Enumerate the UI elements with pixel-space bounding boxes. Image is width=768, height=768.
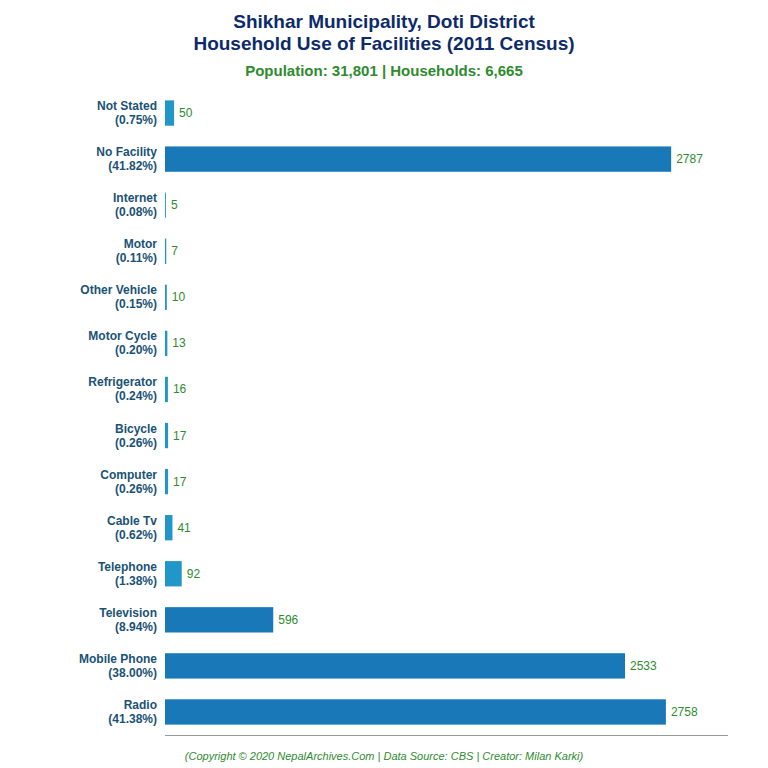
category-label-line: (0.62%): [115, 528, 157, 542]
category-label-line: (0.20%): [115, 343, 157, 357]
bar: [165, 653, 625, 678]
category-label-line: Not Stated: [97, 99, 157, 113]
data-label: 2758: [671, 705, 698, 719]
category-label: Television(8.94%): [99, 606, 157, 634]
category-label-line: Motor: [124, 237, 158, 251]
category-label-line: (0.11%): [116, 251, 157, 265]
data-label: 596: [278, 613, 298, 627]
category-label-line: (41.82%): [108, 159, 157, 173]
bar: [165, 423, 168, 448]
bar: [165, 331, 167, 356]
data-label: 50: [179, 106, 193, 120]
category-label-line: Television: [99, 606, 157, 620]
category-label-line: (8.94%): [115, 620, 157, 634]
subtitle: Population: 31,801 | Households: 6,665: [245, 62, 523, 79]
data-label: 5: [171, 198, 178, 212]
category-label-line: (0.75%): [115, 113, 157, 127]
bar: [165, 469, 168, 494]
category-label-line: No Facility: [96, 145, 157, 159]
bar: [165, 100, 174, 125]
bar: [165, 607, 273, 632]
category-label: Computer(0.26%): [100, 468, 157, 496]
data-label: 17: [173, 475, 187, 489]
category-label: Radio(41.38%): [108, 698, 157, 726]
category-label-line: Telephone: [98, 560, 157, 574]
bar: [165, 561, 182, 586]
category-label-line: Computer: [100, 468, 157, 482]
title-line: Shikhar Municipality, Doti District: [233, 11, 535, 32]
footer: (Copyright © 2020 NepalArchives.Com | Da…: [185, 750, 584, 762]
category-label: Telephone(1.38%): [98, 560, 157, 588]
labels: 2758 Radio(41.38%) 2533 Mobile Phone(38.00%…: [79, 99, 703, 726]
category-label-line: (0.24%): [115, 389, 157, 403]
category-label-line: (41.38%): [108, 712, 157, 726]
data-label: 16: [173, 382, 187, 396]
x-axis-line: [165, 735, 728, 736]
data-label: 7: [171, 244, 178, 258]
bar: [165, 285, 167, 310]
data-label: 13: [172, 336, 186, 350]
data-label: 41: [177, 521, 191, 535]
data-label: 2787: [676, 152, 703, 166]
bars: [165, 100, 671, 724]
category-label: Mobile Phone(38.00%): [79, 652, 157, 680]
category-label-line: Bicycle: [115, 422, 157, 436]
data-label: 2533: [630, 659, 657, 673]
category-label-line: (0.26%): [115, 482, 157, 496]
category-label: Other Vehicle(0.15%): [80, 283, 157, 311]
bar: [165, 515, 172, 540]
category-label-line: (1.38%): [115, 574, 157, 588]
category-label-line: Mobile Phone: [79, 652, 157, 666]
title: Shikhar Municipality, Doti DistrictHouse…: [193, 11, 574, 54]
bar: [165, 193, 166, 218]
category-label: Not Stated(0.75%): [97, 99, 157, 127]
category-label-line: Cable Tv: [107, 514, 157, 528]
data-label: 17: [173, 429, 187, 443]
category-label-line: (38.00%): [108, 666, 157, 680]
bar: [165, 699, 666, 724]
bar: [165, 146, 671, 171]
category-label-line: Motor Cycle: [88, 329, 157, 343]
data-label: 92: [187, 567, 201, 581]
title-line: Household Use of Facilities (2011 Census…: [193, 33, 574, 54]
category-label-line: Refrigerator: [88, 375, 157, 389]
category-label-line: Radio: [124, 698, 157, 712]
data-label: 10: [172, 290, 186, 304]
category-label-line: (0.15%): [115, 297, 157, 311]
category-label: No Facility(41.82%): [96, 145, 157, 173]
category-label-line: (0.26%): [115, 436, 157, 450]
category-label: Bicycle(0.26%): [115, 422, 157, 450]
bar: [165, 239, 166, 264]
bar: [165, 377, 168, 402]
category-label: Internet(0.08%): [113, 191, 157, 219]
category-label-line: Internet: [113, 191, 157, 205]
chart: Shikhar Municipality, Doti DistrictHouse…: [0, 0, 768, 768]
category-label: Refrigerator(0.24%): [88, 375, 157, 403]
chart-container: Shikhar Municipality, Doti DistrictHouse…: [0, 0, 768, 768]
category-label-line: Other Vehicle: [80, 283, 157, 297]
category-label: Motor(0.11%): [116, 237, 158, 265]
category-label-line: (0.08%): [115, 205, 157, 219]
category-label: Cable Tv(0.62%): [107, 514, 157, 542]
category-label: Motor Cycle(0.20%): [88, 329, 157, 357]
